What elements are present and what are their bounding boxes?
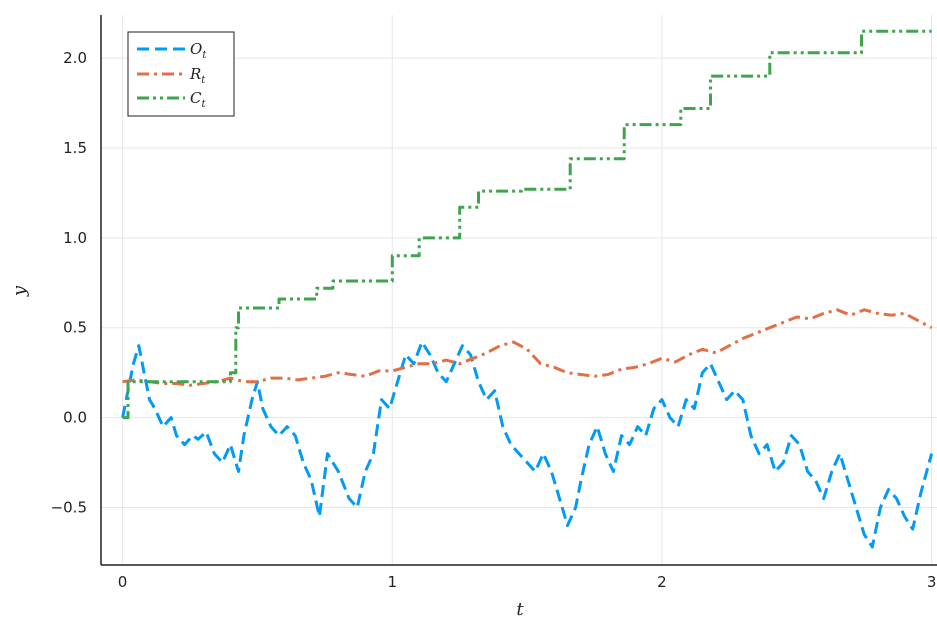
y-tick-label: 0.5 [63,319,87,337]
legend-label-O: Ot [190,40,207,61]
y-tick-label: 0.0 [63,409,87,427]
series-line-R [122,308,933,387]
x-tick-label: 2 [657,573,667,591]
series-line-O [121,340,934,549]
x-tick-label: 0 [118,573,128,591]
y-axis-title: y [9,285,30,297]
y-tick-label: 1.0 [63,229,87,247]
series-line-C [122,29,932,420]
y-tick-label: 2.0 [63,49,87,67]
series-layer [121,29,934,549]
legend: Ot Rt Ct [127,31,235,117]
x-tick-label: 3 [927,573,937,591]
grid-lines [101,15,937,565]
y-tick-label: −0.5 [51,498,87,516]
legend-label-C: Ct [190,89,206,110]
y-tick-label: 1.5 [63,139,87,157]
x-tick-labels: 0 1 2 3 [118,573,937,591]
legend-label-R: Rt [189,65,206,86]
x-axis-title: t [516,599,524,620]
y-tick-labels: −0.5 0.0 0.5 1.0 1.5 2.0 [51,49,87,516]
x-tick-label: 1 [387,573,397,591]
